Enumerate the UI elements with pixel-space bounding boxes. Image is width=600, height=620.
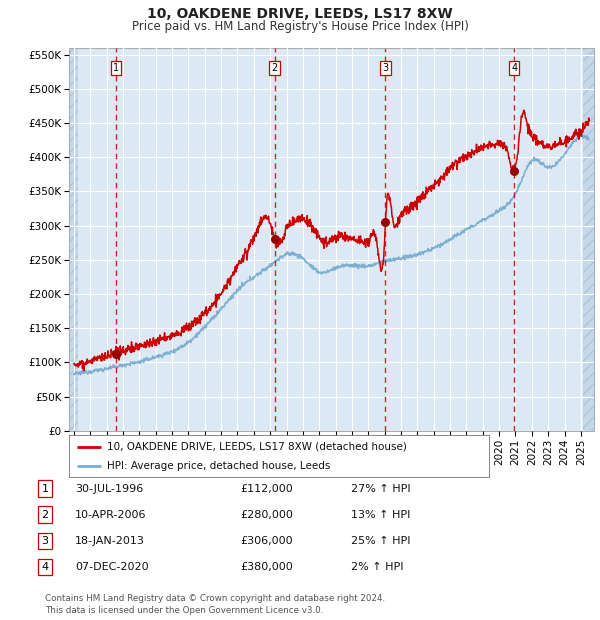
Text: 13% ↑ HPI: 13% ↑ HPI: [351, 510, 410, 520]
Text: 10-APR-2006: 10-APR-2006: [75, 510, 146, 520]
Text: 4: 4: [511, 63, 517, 73]
Text: 25% ↑ HPI: 25% ↑ HPI: [351, 536, 410, 546]
Text: £380,000: £380,000: [240, 562, 293, 572]
Text: 3: 3: [41, 536, 49, 546]
Text: HPI: Average price, detached house, Leeds: HPI: Average price, detached house, Leed…: [107, 461, 330, 471]
Text: Price paid vs. HM Land Registry's House Price Index (HPI): Price paid vs. HM Land Registry's House …: [131, 20, 469, 33]
Text: 10, OAKDENE DRIVE, LEEDS, LS17 8XW (detached house): 10, OAKDENE DRIVE, LEEDS, LS17 8XW (deta…: [107, 441, 407, 451]
Text: 1: 1: [113, 63, 119, 73]
Bar: [583, 48, 599, 431]
Bar: [69, 48, 78, 431]
Text: 2: 2: [41, 510, 49, 520]
Text: 1: 1: [41, 484, 49, 494]
Text: 2: 2: [271, 63, 278, 73]
Text: 4: 4: [41, 562, 49, 572]
Text: 2% ↑ HPI: 2% ↑ HPI: [351, 562, 404, 572]
Text: 07-DEC-2020: 07-DEC-2020: [75, 562, 149, 572]
Text: 3: 3: [382, 63, 389, 73]
Text: 30-JUL-1996: 30-JUL-1996: [75, 484, 143, 494]
Text: £112,000: £112,000: [240, 484, 293, 494]
Text: Contains HM Land Registry data © Crown copyright and database right 2024.
This d: Contains HM Land Registry data © Crown c…: [45, 594, 385, 615]
Text: 27% ↑ HPI: 27% ↑ HPI: [351, 484, 410, 494]
Text: £306,000: £306,000: [240, 536, 293, 546]
Text: 18-JAN-2013: 18-JAN-2013: [75, 536, 145, 546]
Text: 10, OAKDENE DRIVE, LEEDS, LS17 8XW: 10, OAKDENE DRIVE, LEEDS, LS17 8XW: [147, 7, 453, 22]
Text: £280,000: £280,000: [240, 510, 293, 520]
